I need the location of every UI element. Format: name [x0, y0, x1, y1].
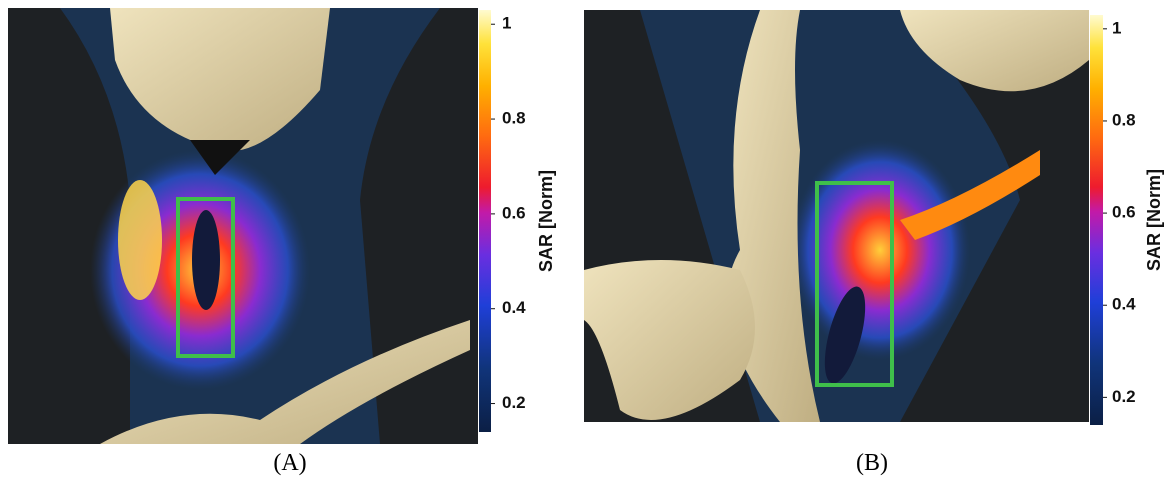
tick-label: 0.6: [502, 203, 526, 222]
tick-label: 1: [1112, 18, 1121, 37]
colorbar-title: SAR [Norm]: [536, 170, 556, 272]
panel-b-image: [584, 10, 1089, 422]
tick-label: 0.4: [1112, 295, 1136, 314]
panel-a-image: [8, 8, 478, 444]
colorbar-title: SAR [Norm]: [1144, 169, 1164, 271]
tick-label: 0.2: [502, 393, 526, 412]
tick-label: 1: [502, 14, 511, 33]
tick-label: 0.2: [1112, 387, 1136, 406]
tick-label: 0.8: [1112, 110, 1136, 129]
tick-label: 0.8: [502, 109, 526, 128]
tick-label: 0.6: [1112, 203, 1136, 222]
panel-label: (B): [856, 450, 888, 476]
figure: 1 0.8 0.6 0.4 0.2 SAR [Norm] (A) 1 0.8 0.6 0.4 0.2 S…: [0, 0, 1168, 482]
panel-label: (A): [273, 450, 306, 476]
colorbar: [1090, 15, 1103, 425]
colorbar: [479, 10, 491, 432]
tick-label: 0.4: [502, 298, 526, 317]
